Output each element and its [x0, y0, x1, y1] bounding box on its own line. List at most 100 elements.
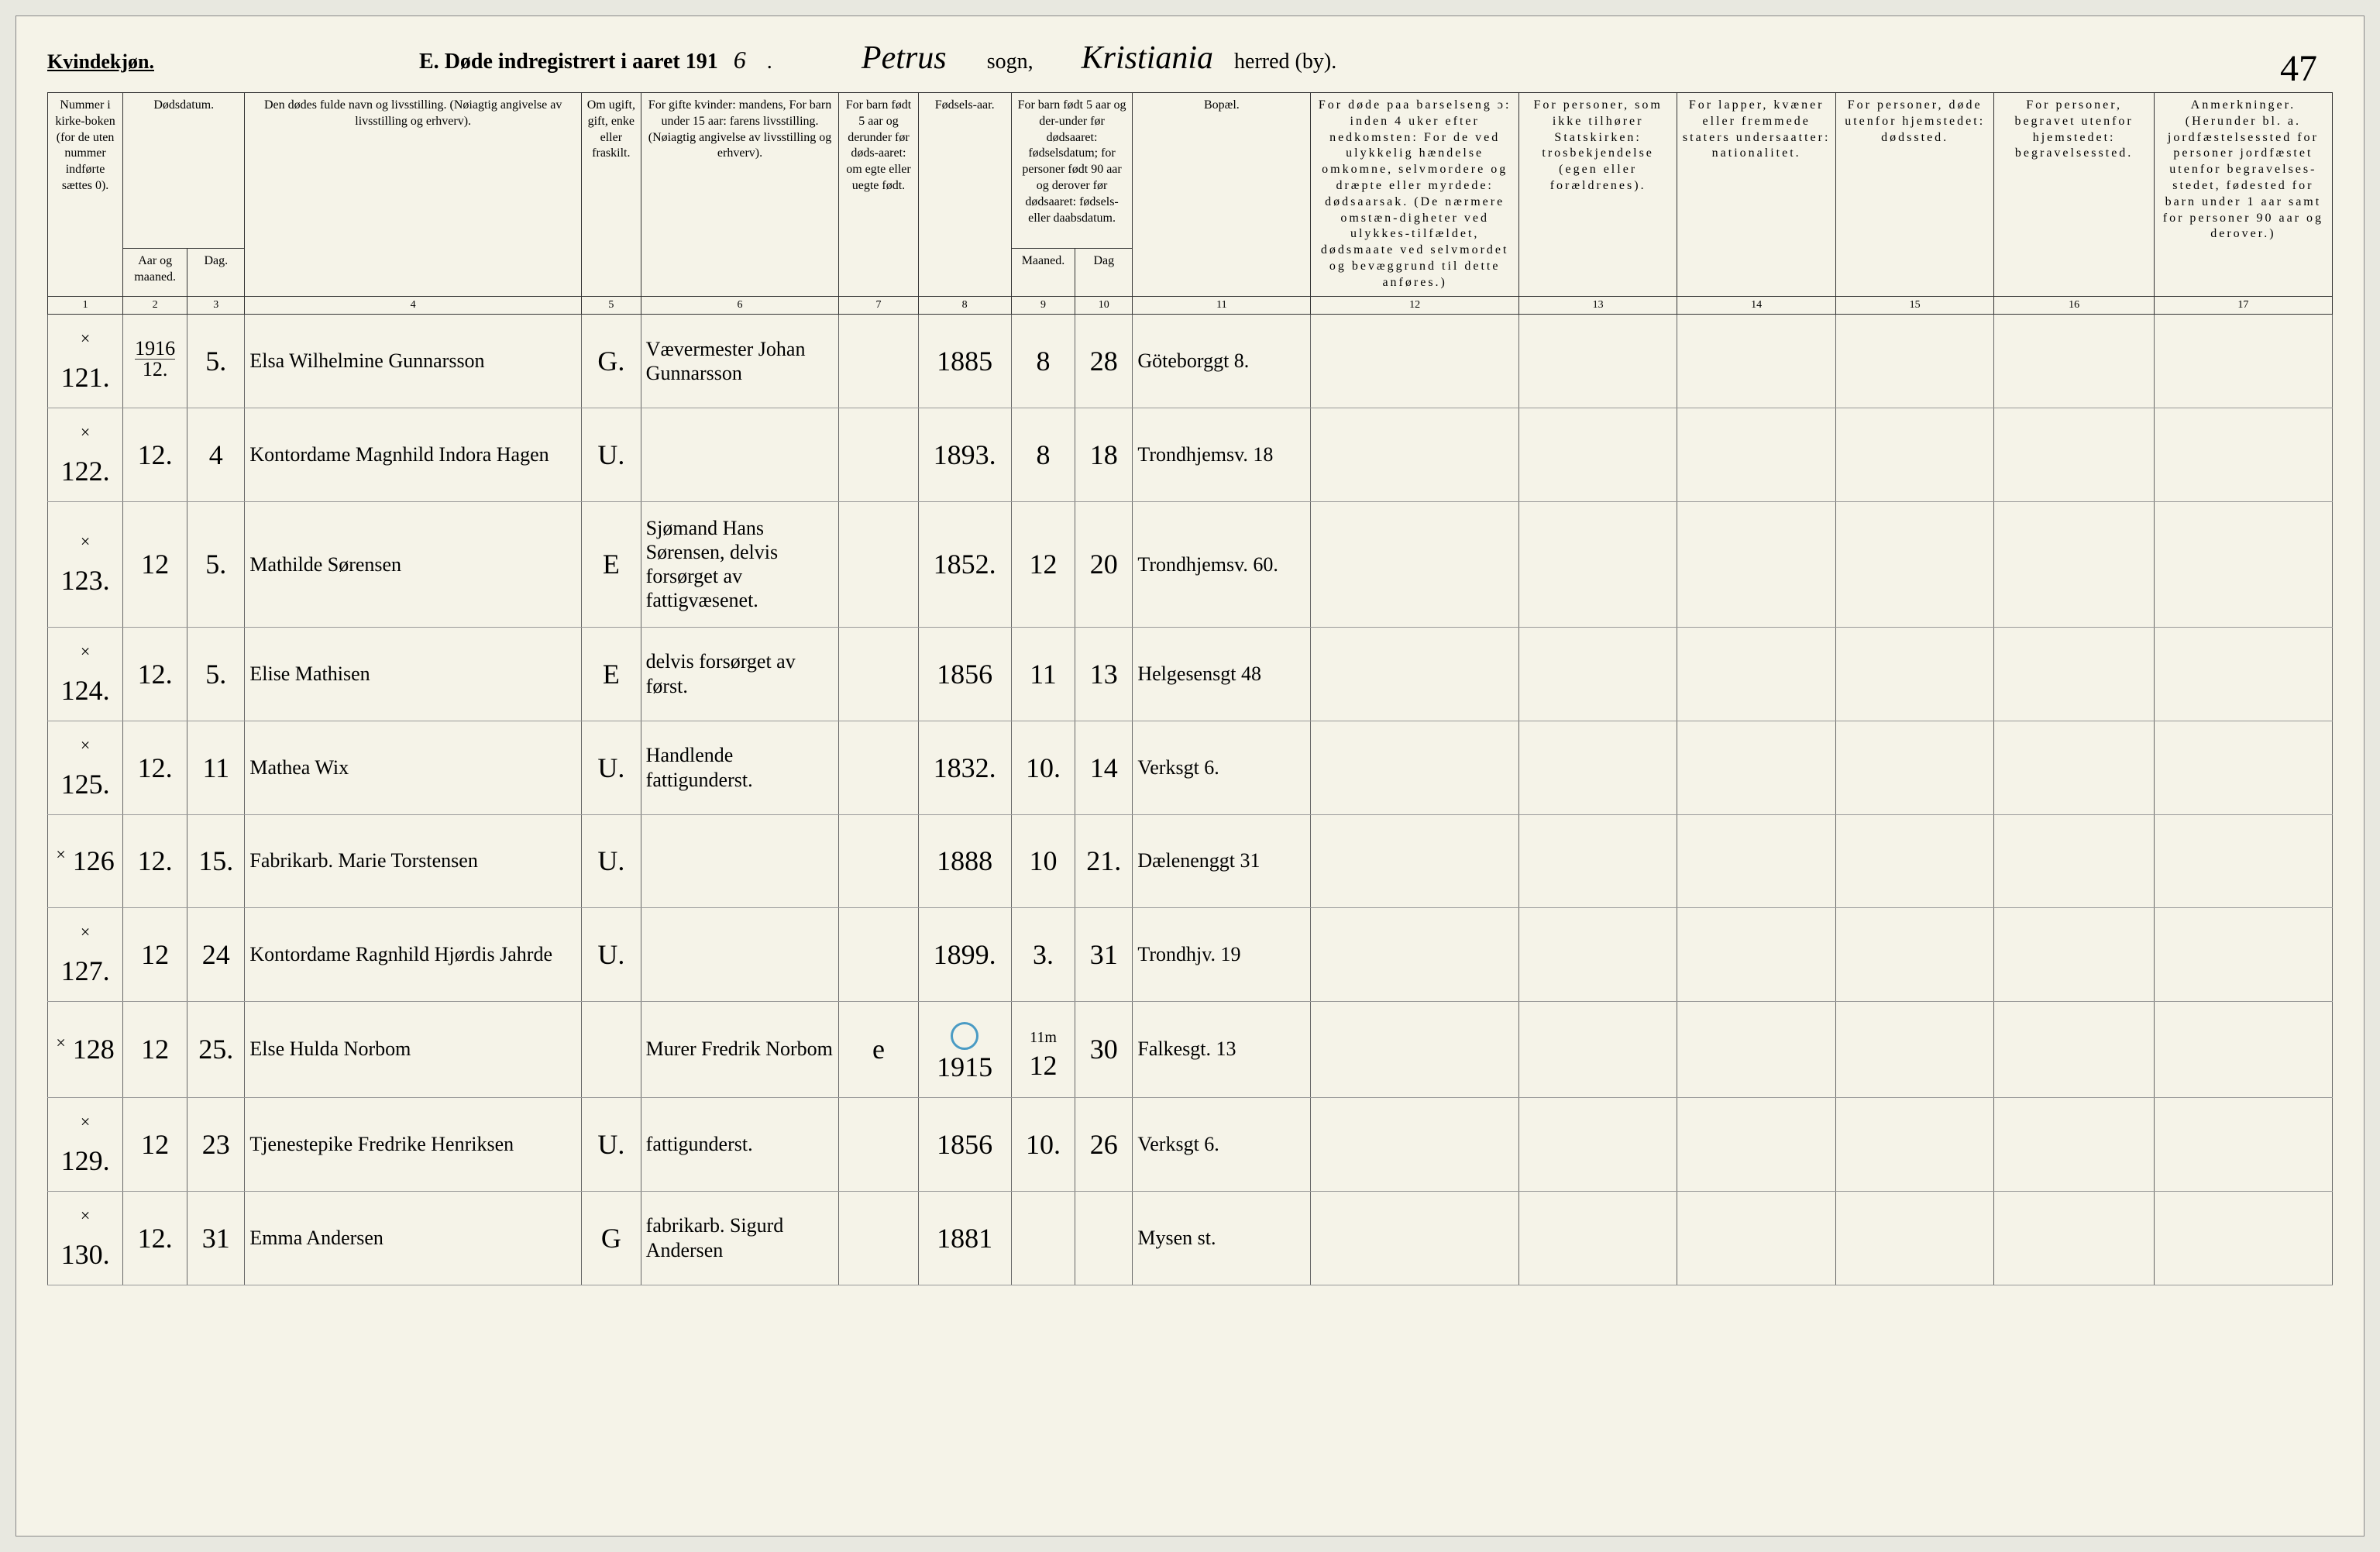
empty-cell	[1994, 907, 2154, 1001]
empty-cell	[2154, 501, 2332, 627]
birth-month: 11m12	[1011, 1001, 1075, 1097]
empty-cell	[1835, 907, 1994, 1001]
empty-cell	[1311, 1001, 1518, 1097]
birth-day: 20	[1075, 501, 1133, 627]
empty-cell	[1518, 721, 1677, 814]
legitimacy	[839, 314, 918, 408]
marital-status: U.	[581, 814, 641, 907]
empty-cell	[1994, 408, 2154, 501]
deceased-name: Mathea Wix	[245, 721, 582, 814]
birth-month: 10.	[1011, 721, 1075, 814]
birth-year: 1888	[918, 814, 1011, 907]
spouse-occupation: Murer Fredrik Norbom	[641, 1001, 839, 1097]
death-month: 12	[123, 907, 187, 1001]
table-header: Nummer i kirke-boken (for de uten nummer…	[48, 93, 2333, 315]
birth-month: 3.	[1011, 907, 1075, 1001]
death-day: 25.	[187, 1001, 245, 1097]
empty-cell	[2154, 1001, 2332, 1097]
birth-day: 28	[1075, 314, 1133, 408]
col-header-birthyear: Fødsels-aar.	[918, 93, 1011, 297]
col-header-legit: For barn født 5 aar og derunder før døds…	[839, 93, 918, 297]
marital-status: G.	[581, 314, 641, 408]
colnum: 4	[245, 296, 582, 314]
spouse-occupation: Vævermester Johan Gunnarsson	[641, 314, 839, 408]
residence: Trondhjemsv. 60.	[1133, 501, 1311, 627]
residence: Helgesensgt 48	[1133, 627, 1311, 721]
colnum: 15	[1835, 296, 1994, 314]
empty-cell	[1994, 314, 2154, 408]
colnum: 3	[187, 296, 245, 314]
birth-month: 8	[1011, 408, 1075, 501]
col-header-birthdate: For barn født 5 aar og der-under før død…	[1011, 93, 1133, 249]
col-header-name: Den dødes fulde navn og livsstilling. (N…	[245, 93, 582, 297]
residence: Verksgt 6.	[1133, 1097, 1311, 1191]
col-header-number: Nummer i kirke-boken (for de uten nummer…	[48, 93, 123, 297]
colnum: 2	[123, 296, 187, 314]
residence: Falkesgt. 13	[1133, 1001, 1311, 1097]
colnum: 14	[1677, 296, 1836, 314]
district-label: herred (by).	[1234, 50, 1336, 74]
marital-status: U.	[581, 1097, 641, 1191]
empty-cell	[1518, 814, 1677, 907]
col-header-cause: For døde paa barselseng ɔ: inden 4 uker …	[1311, 93, 1518, 297]
entry-number: × 123.	[48, 501, 123, 627]
colnum: 5	[581, 296, 641, 314]
colnum: 16	[1994, 296, 2154, 314]
empty-cell	[1835, 314, 1994, 408]
empty-cell	[1677, 627, 1836, 721]
marital-status: U.	[581, 907, 641, 1001]
death-day: 23	[187, 1097, 245, 1191]
empty-cell	[2154, 408, 2332, 501]
death-month: 12.	[123, 408, 187, 501]
title-text: Døde indregistrert i aaret 191	[445, 50, 718, 74]
entry-number: × 128	[48, 1001, 123, 1097]
deceased-name: Else Hulda Norbom	[245, 1001, 582, 1097]
legitimacy	[839, 408, 918, 501]
death-month: 12	[123, 501, 187, 627]
table-row: × 130.12.31Emma AndersenGfabrikarb. Sigu…	[48, 1191, 2333, 1285]
birth-year: 1852.	[918, 501, 1011, 627]
death-day: 5.	[187, 501, 245, 627]
birth-day: 13	[1075, 627, 1133, 721]
deceased-name: Kontordame Ragnhild Hjørdis Jahrde	[245, 907, 582, 1001]
death-day: 31	[187, 1191, 245, 1285]
legitimacy	[839, 907, 918, 1001]
empty-cell	[1311, 907, 1518, 1001]
col-header-deathdate: Dødsdatum.	[123, 93, 245, 249]
col-header-faith: For personer, som ikke tilhører Statskir…	[1518, 93, 1677, 297]
empty-cell	[1677, 721, 1836, 814]
empty-cell	[1835, 814, 1994, 907]
empty-cell	[1518, 1191, 1677, 1285]
birth-year: 1899.	[918, 907, 1011, 1001]
death-registry-table: Nummer i kirke-boken (for de uten nummer…	[47, 92, 2333, 1285]
spouse-occupation	[641, 408, 839, 501]
death-month: 12	[123, 1097, 187, 1191]
empty-cell	[1518, 501, 1677, 627]
birth-month: 10	[1011, 814, 1075, 907]
death-day: 5.	[187, 314, 245, 408]
empty-cell	[1677, 408, 1836, 501]
section-letter: E.	[419, 50, 439, 74]
death-day: 11	[187, 721, 245, 814]
empty-cell	[1835, 501, 1994, 627]
empty-cell	[2154, 721, 2332, 814]
empty-cell	[1311, 1097, 1518, 1191]
marital-status: E	[581, 627, 641, 721]
deceased-name: Elise Mathisen	[245, 627, 582, 721]
column-numbers-row: 1 2 3 4 5 6 7 8 9 10 11 12 13 14 15 16 1…	[48, 296, 2333, 314]
colnum: 11	[1133, 296, 1311, 314]
col-header-bday: Dag	[1075, 249, 1133, 296]
empty-cell	[1677, 501, 1836, 627]
col-header-year-month: Aar og maaned.	[123, 249, 187, 296]
empty-cell	[1677, 1001, 1836, 1097]
death-month: 12.	[123, 1191, 187, 1285]
birth-day	[1075, 1191, 1133, 1285]
deceased-name: Mathilde Sørensen	[245, 501, 582, 627]
birth-year: 1915	[918, 1001, 1011, 1097]
death-day: 5.	[187, 627, 245, 721]
death-month: 191612.	[123, 314, 187, 408]
death-day: 15.	[187, 814, 245, 907]
entry-number: × 125.	[48, 721, 123, 814]
deceased-name: Tjenestepike Fredrike Henriksen	[245, 1097, 582, 1191]
birth-day: 26	[1075, 1097, 1133, 1191]
